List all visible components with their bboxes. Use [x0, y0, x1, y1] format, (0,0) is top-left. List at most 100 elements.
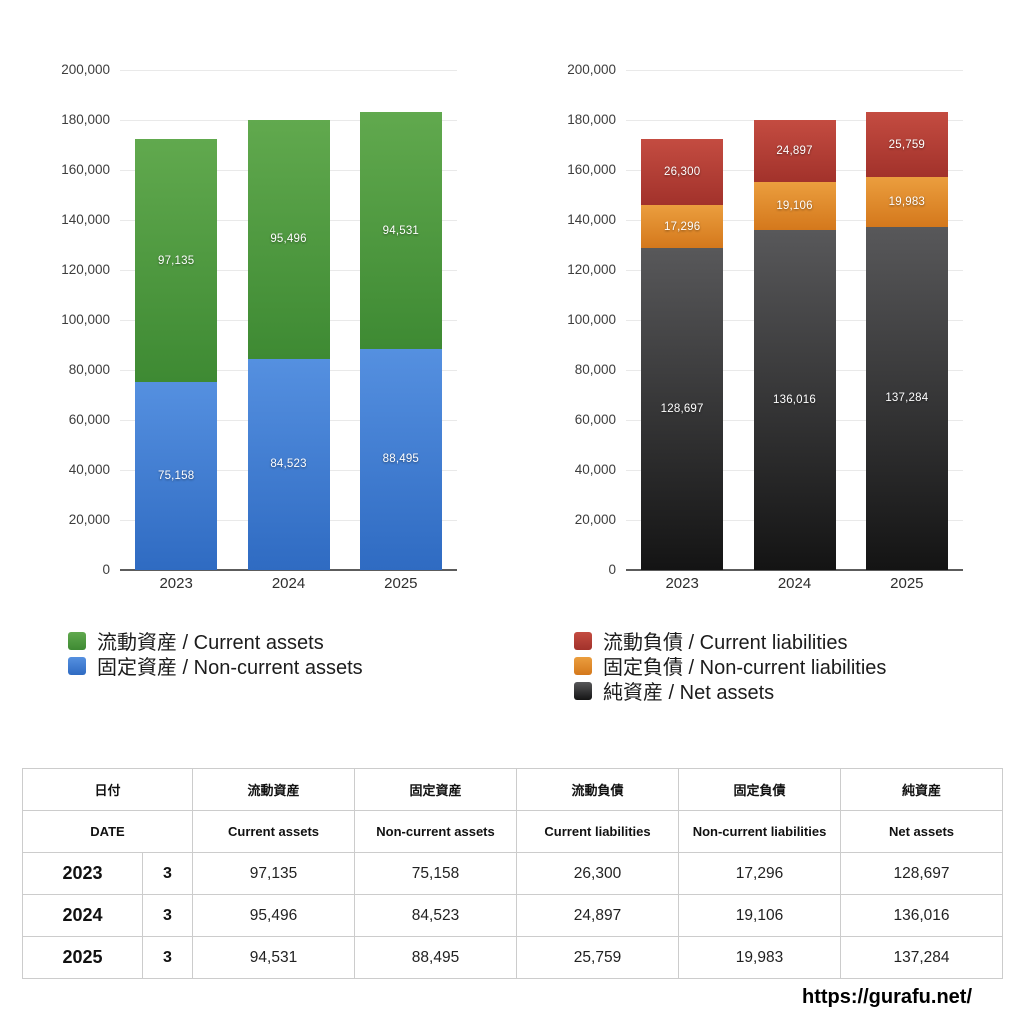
bar-segment: 97,135 [135, 139, 218, 383]
year-cell: 2024 [22, 894, 143, 937]
bar-value-label: 95,496 [270, 233, 307, 246]
y-axis-tick-label: 100,000 [61, 312, 110, 327]
table-header-cell: Non-current liabilities [678, 810, 842, 853]
y-axis-tick-label: 180,000 [61, 112, 110, 127]
value-cell: 95,496 [192, 894, 356, 937]
table-header-cell: 固定資産 [354, 768, 518, 811]
bar-value-label: 24,897 [776, 145, 813, 158]
y-axis-tick-label: 180,000 [567, 112, 616, 127]
value-cell: 17,296 [678, 852, 842, 895]
table-header-cell: 流動負債 [516, 768, 680, 811]
legend-swatch [574, 631, 592, 650]
legend-item: 流動負債 / Current liabilities [574, 628, 886, 654]
legend-item: 流動資産 / Current assets [68, 628, 363, 654]
table-body: 2023 3 97,135 75,158 26,300 17,296 128,697 2024… [22, 852, 1004, 979]
y-axis-tick-label: 60,000 [68, 412, 110, 427]
y-axis-tick-label: 40,000 [68, 462, 110, 477]
value-cell: 26,300 [516, 852, 680, 895]
balance-sheet-table: 日付 流動資産 固定資産 流動負債 固定負債 純資産 DATE Current assets N… [21, 768, 1004, 979]
assets-chart: 0 20,000 40,000 60,000 80,000 100,000 120,000 1… [2, 0, 514, 760]
bar-segment: 128,697 [641, 248, 724, 570]
bar-segment: 88,495 [359, 348, 442, 570]
value-cell: 97,135 [192, 852, 356, 895]
legend-item: 固定資産 / Non-current assets [68, 653, 363, 679]
bar-segment: 17,296 [641, 205, 724, 249]
x-axis-tick-label: 2023 [665, 575, 699, 592]
bar-value-label: 25,759 [888, 138, 926, 151]
bar-value-label: 19,983 [888, 195, 926, 208]
y-axis-tick-label: 0 [608, 562, 616, 577]
x-axis-tick-label: 2025 [890, 575, 924, 592]
bar-segment: 26,300 [641, 139, 724, 206]
year-cell: 2025 [22, 936, 143, 979]
month-cell: 3 [141, 894, 194, 937]
value-cell: 24,897 [516, 894, 680, 937]
legend-swatch [574, 681, 592, 700]
liabilities-chart-plot-area: 128,697 17,296 26,300 136,016 19,106 24,897 13… [626, 70, 963, 571]
table-header-cell: Current assets [192, 810, 356, 853]
bar-segment: 137,284 [865, 226, 948, 570]
table-header-cell: 流動資産 [192, 768, 356, 811]
liabilities-net-assets-chart: 0 20,000 40,000 60,000 80,000 100,000 120,000 1… [508, 0, 1020, 760]
x-axis-tick-label: 2023 [159, 575, 193, 592]
legend-label: 流動負債 / Current liabilities [603, 632, 848, 654]
y-axis-tick-label: 140,000 [567, 212, 616, 227]
table-header-cell: Current liabilities [516, 810, 680, 853]
bar-segment: 25,759 [865, 112, 948, 177]
value-cell: 19,983 [678, 936, 842, 979]
legend-swatch [68, 631, 86, 650]
y-axis-tick-label: 120,000 [61, 262, 110, 277]
x-axis-tick-label: 2025 [384, 575, 418, 592]
site-url: https://gurafu.net/ [802, 986, 972, 1008]
y-axis-tick-label: 160,000 [567, 162, 616, 177]
table-header-row: DATE Current assets Non-current assets Curr… [21, 810, 1004, 853]
value-cell: 84,523 [354, 894, 518, 937]
bar-segment: 95,496 [247, 119, 330, 359]
y-axis-tick-label: 60,000 [574, 412, 616, 427]
table-row: 2025 3 94,531 88,495 25,759 19,983 137,284 [22, 936, 1004, 979]
year-cell: 2023 [22, 852, 143, 895]
table-header-cell: DATE [21, 810, 194, 853]
value-cell: 25,759 [516, 936, 680, 979]
table-header-cell: 純資産 [840, 768, 1004, 811]
bar-segment: 136,016 [753, 229, 836, 570]
assets-legend: 流動資産 / Current assets 固定資産 / Non-current … [68, 628, 363, 679]
month-cell: 3 [141, 936, 194, 979]
bar-value-label: 88,495 [382, 453, 420, 466]
bar-segment: 75,158 [135, 382, 218, 570]
bar-value-label: 137,284 [885, 392, 929, 405]
legend-label: 純資産 / Net assets [603, 682, 775, 704]
gridline [120, 70, 457, 71]
legend-item: 固定負債 / Non-current liabilities [574, 653, 887, 679]
bar-segment: 84,523 [247, 358, 330, 570]
bar-segment: 24,897 [753, 119, 836, 183]
value-cell: 19,106 [678, 894, 842, 937]
assets-chart-plot-area: 75,158 97,135 84,523 95,496 88,495 94,531 [120, 70, 457, 571]
value-cell: 75,158 [354, 852, 518, 895]
x-axis-line [120, 569, 457, 571]
bar-value-label: 17,296 [663, 220, 701, 233]
bar-segment: 19,106 [753, 182, 836, 230]
bar-segment: 19,983 [865, 176, 948, 227]
table-row: 2024 3 95,496 84,523 24,897 19,106 136,016 [22, 894, 1004, 937]
table-header-cell: Net assets [840, 810, 1004, 853]
liabilities-legend: 流動負債 / Current liabilities 固定負債 / Non-cur… [574, 628, 887, 704]
y-axis-tick-label: 20,000 [574, 512, 616, 527]
y-axis-tick-label: 200,000 [61, 62, 110, 77]
bar-value-label: 75,158 [157, 470, 195, 483]
bar-value-label: 94,531 [382, 224, 420, 237]
bar-value-label: 84,523 [270, 458, 307, 471]
table-header-cell: 固定負債 [678, 768, 842, 811]
y-axis-tick-label: 20,000 [68, 512, 110, 527]
legend-swatch [68, 656, 86, 675]
y-axis-tick-label: 120,000 [567, 262, 616, 277]
y-axis-tick-label: 200,000 [567, 62, 616, 77]
legend-label: 固定負債 / Non-current liabilities [603, 657, 887, 679]
legend-item: 純資産 / Net assets [574, 678, 886, 704]
value-cell: 128,697 [840, 852, 1004, 895]
y-axis-tick-label: 140,000 [61, 212, 110, 227]
bar-segment: 94,531 [359, 112, 442, 349]
y-axis-tick-label: 160,000 [61, 162, 110, 177]
table-header: 日付 流動資産 固定資産 流動負債 固定負債 純資産 DATE Current assets N… [21, 768, 1004, 853]
